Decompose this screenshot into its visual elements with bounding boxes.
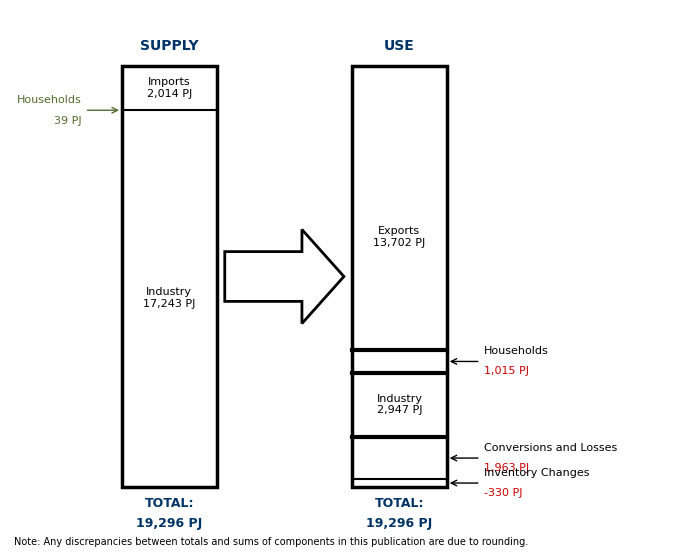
Text: Note: Any discrepancies between totals and sums of components in this publicatio: Note: Any discrepancies between totals a… <box>14 538 528 547</box>
Text: Industry
17,243 PJ: Industry 17,243 PJ <box>143 287 196 309</box>
Bar <box>122 66 217 487</box>
Text: 19,296 PJ: 19,296 PJ <box>136 517 202 530</box>
Text: Households: Households <box>484 347 549 357</box>
Text: Inventory Changes: Inventory Changes <box>484 468 590 478</box>
Text: 1,963 PJ: 1,963 PJ <box>484 463 529 473</box>
Text: Industry
2,947 PJ: Industry 2,947 PJ <box>376 394 422 415</box>
Polygon shape <box>225 229 344 324</box>
Text: TOTAL:: TOTAL: <box>144 497 194 510</box>
Text: 1,015 PJ: 1,015 PJ <box>484 367 529 377</box>
Text: Exports
13,702 PJ: Exports 13,702 PJ <box>373 226 426 248</box>
Bar <box>352 66 447 487</box>
Text: Households: Households <box>16 95 81 105</box>
Text: -330 PJ: -330 PJ <box>484 488 523 498</box>
Text: TOTAL:: TOTAL: <box>374 497 424 510</box>
Text: Conversions and Losses: Conversions and Losses <box>484 443 617 453</box>
Text: SUPPLY: SUPPLY <box>140 39 198 53</box>
Text: USE: USE <box>384 39 415 53</box>
Text: 19,296 PJ: 19,296 PJ <box>366 517 433 530</box>
Text: 39 PJ: 39 PJ <box>53 116 81 126</box>
Text: Imports
2,014 PJ: Imports 2,014 PJ <box>147 77 192 99</box>
